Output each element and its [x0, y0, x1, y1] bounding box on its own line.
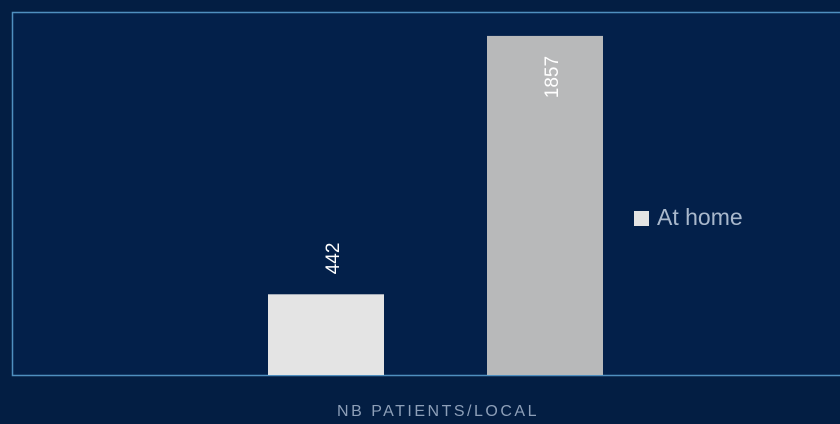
value-label: 1857 [542, 56, 563, 98]
plot-frame [11, 11, 840, 377]
legend-swatch [634, 211, 649, 226]
legend-label: At home [657, 204, 743, 230]
value-label: 442 [323, 243, 344, 275]
x-axis-title: NB PATIENTS/LOCAL [337, 403, 539, 420]
bar [268, 294, 384, 375]
bar [487, 35, 603, 376]
